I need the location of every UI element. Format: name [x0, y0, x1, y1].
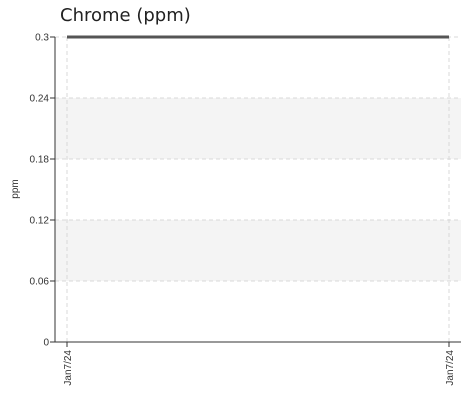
y-tick-label: 0.12	[30, 216, 50, 227]
background-bands	[55, 98, 461, 281]
y-tick-label: 0.3	[35, 33, 49, 44]
background-band	[55, 220, 461, 281]
x-axis-ticks: Jan7/24 Jan7/24	[63, 342, 456, 386]
x-tick-label: Jan7/24	[445, 350, 456, 386]
y-tick-label: 0.18	[30, 155, 50, 166]
background-band	[55, 98, 461, 159]
vertical-gridlines	[66, 37, 450, 342]
y-tick-label: 0	[43, 338, 49, 349]
x-tick-label: Jan7/24	[63, 350, 74, 386]
y-axis-ticks: 0 0.06 0.12 0.18 0.24 0.3	[30, 33, 55, 349]
y-tick-label: 0.06	[30, 277, 50, 288]
axes	[54, 37, 461, 343]
chart-title: Chrome (ppm)	[60, 5, 191, 26]
y-axis-label: ppm	[10, 179, 21, 198]
y-tick-label: 0.24	[30, 94, 50, 105]
